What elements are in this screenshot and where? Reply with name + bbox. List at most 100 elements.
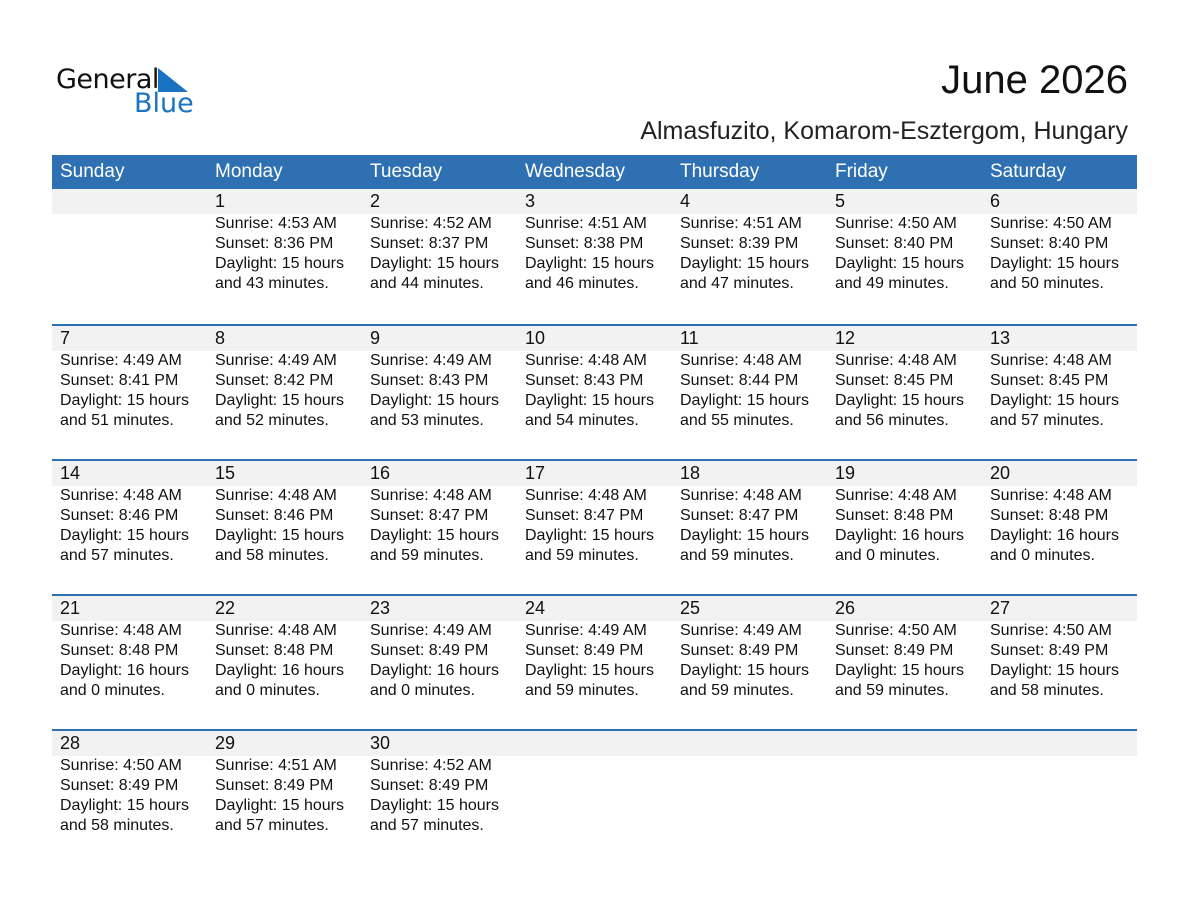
date-strip bbox=[52, 596, 1137, 621]
daylight-text: Daylight: 15 hours bbox=[60, 797, 189, 814]
day-cell: 13 Sunrise: 4:48 AM Sunset: 8:45 PM Dayligh… bbox=[982, 326, 1137, 431]
weekday-friday: Friday bbox=[835, 161, 888, 182]
daylight-text: Daylight: 15 hours bbox=[835, 662, 964, 679]
day-cell: 12 Sunrise: 4:48 AM Sunset: 8:45 PM Dayligh… bbox=[827, 326, 982, 431]
sunset-text: Sunset: 8:49 PM bbox=[60, 777, 179, 794]
minutes-text: and 59 minutes. bbox=[525, 682, 639, 699]
minutes-text: and 0 minutes. bbox=[990, 547, 1095, 564]
day-number: 16 bbox=[370, 463, 391, 483]
minutes-text: and 56 minutes. bbox=[835, 412, 949, 429]
sunrise-text: Sunrise: 4:49 AM bbox=[525, 622, 647, 639]
minutes-text: and 50 minutes. bbox=[990, 275, 1104, 292]
sunset-text: Sunset: 8:48 PM bbox=[215, 642, 334, 659]
minutes-text: and 59 minutes. bbox=[370, 547, 484, 564]
daylight-text: Daylight: 16 hours bbox=[370, 662, 499, 679]
minutes-text: and 57 minutes. bbox=[215, 817, 329, 834]
sunrise-text: Sunrise: 4:51 AM bbox=[525, 215, 647, 232]
day-number: 8 bbox=[215, 328, 226, 348]
sunset-text: Sunset: 8:45 PM bbox=[990, 372, 1109, 389]
weekday-tuesday: Tuesday bbox=[370, 161, 443, 182]
weekday-wednesday: Wednesday bbox=[525, 161, 625, 182]
minutes-text: and 51 minutes. bbox=[60, 412, 174, 429]
day-number: 21 bbox=[60, 598, 81, 618]
weekday-thursday: Thursday bbox=[680, 161, 760, 182]
day-cell: 16 Sunrise: 4:48 AM Sunset: 8:47 PM Dayligh… bbox=[362, 461, 517, 566]
daylight-text: Daylight: 15 hours bbox=[215, 527, 344, 544]
date-strip bbox=[52, 326, 1137, 351]
location-subtitle: Almasfuzito, Komarom-Esztergom, Hungary bbox=[640, 117, 1128, 145]
daylight-text: Daylight: 15 hours bbox=[835, 392, 964, 409]
daylight-text: Daylight: 15 hours bbox=[990, 255, 1119, 272]
day-cell: 17 Sunrise: 4:48 AM Sunset: 8:47 PM Dayligh… bbox=[517, 461, 672, 566]
minutes-text: and 55 minutes. bbox=[680, 412, 794, 429]
day-number: 4 bbox=[680, 191, 691, 211]
day-cell: 27 Sunrise: 4:50 AM Sunset: 8:49 PM Dayligh… bbox=[982, 596, 1137, 701]
day-number: 29 bbox=[215, 733, 236, 753]
sunrise-text: Sunrise: 4:48 AM bbox=[525, 487, 647, 504]
daylight-text: Daylight: 16 hours bbox=[215, 662, 344, 679]
day-number: 24 bbox=[525, 598, 546, 618]
day-number: 15 bbox=[215, 463, 236, 483]
day-number: 30 bbox=[370, 733, 391, 753]
sunset-text: Sunset: 8:37 PM bbox=[370, 235, 489, 252]
daylight-text: Daylight: 15 hours bbox=[370, 797, 499, 814]
day-number: 28 bbox=[60, 733, 81, 753]
sunset-text: Sunset: 8:49 PM bbox=[680, 642, 799, 659]
day-number bbox=[60, 189, 207, 214]
sunset-text: Sunset: 8:46 PM bbox=[215, 507, 334, 524]
week-row: 28 Sunrise: 4:50 AM Sunset: 8:49 PM Dayligh… bbox=[52, 729, 1137, 864]
daylight-text: Daylight: 15 hours bbox=[680, 255, 809, 272]
sunrise-text: Sunrise: 4:48 AM bbox=[215, 487, 337, 504]
empty-cell bbox=[517, 731, 672, 836]
sunset-text: Sunset: 8:43 PM bbox=[525, 372, 644, 389]
sunset-text: Sunset: 8:48 PM bbox=[60, 642, 179, 659]
minutes-text: and 44 minutes. bbox=[370, 275, 484, 292]
minutes-text: and 58 minutes. bbox=[215, 547, 329, 564]
daylight-text: Daylight: 15 hours bbox=[370, 527, 499, 544]
empty-cell bbox=[52, 189, 207, 294]
day-cell: 23 Sunrise: 4:49 AM Sunset: 8:49 PM Dayligh… bbox=[362, 596, 517, 701]
sunrise-text: Sunrise: 4:50 AM bbox=[60, 757, 182, 774]
day-number: 23 bbox=[370, 598, 391, 618]
sunrise-text: Sunrise: 4:52 AM bbox=[370, 215, 492, 232]
daylight-text: Daylight: 15 hours bbox=[215, 797, 344, 814]
day-number bbox=[525, 731, 672, 756]
sunset-text: Sunset: 8:38 PM bbox=[525, 235, 644, 252]
day-number: 9 bbox=[370, 328, 381, 348]
daylight-text: Daylight: 15 hours bbox=[525, 662, 654, 679]
date-strip bbox=[52, 461, 1137, 486]
logo-text-general: General bbox=[56, 64, 159, 95]
sunset-text: Sunset: 8:48 PM bbox=[835, 507, 954, 524]
daylight-text: Daylight: 15 hours bbox=[990, 392, 1119, 409]
daylight-text: Daylight: 15 hours bbox=[680, 662, 809, 679]
sunrise-text: Sunrise: 4:48 AM bbox=[60, 487, 182, 504]
weekday-header: Sunday Monday Tuesday Wednesday Thursday Frid… bbox=[52, 155, 1137, 189]
day-number: 17 bbox=[525, 463, 546, 483]
day-cell: 2 Sunrise: 4:52 AM Sunset: 8:37 PM Daylight… bbox=[362, 189, 517, 294]
week-row: 21 Sunrise: 4:48 AM Sunset: 8:48 PM Dayligh… bbox=[52, 594, 1137, 729]
day-number: 12 bbox=[835, 328, 856, 348]
sunrise-text: Sunrise: 4:51 AM bbox=[680, 215, 802, 232]
day-cell: 22 Sunrise: 4:48 AM Sunset: 8:48 PM Dayligh… bbox=[207, 596, 362, 701]
day-cell: 3 Sunrise: 4:51 AM Sunset: 8:38 PM Daylight… bbox=[517, 189, 672, 294]
sunset-text: Sunset: 8:47 PM bbox=[370, 507, 489, 524]
day-number: 11 bbox=[680, 328, 699, 348]
sunrise-text: Sunrise: 4:50 AM bbox=[835, 622, 957, 639]
day-cell: 30 Sunrise: 4:52 AM Sunset: 8:49 PM Dayligh… bbox=[362, 731, 517, 836]
day-number: 1 bbox=[215, 191, 226, 211]
sunrise-text: Sunrise: 4:49 AM bbox=[680, 622, 802, 639]
day-number bbox=[680, 731, 827, 756]
sunset-text: Sunset: 8:48 PM bbox=[990, 507, 1109, 524]
day-number: 13 bbox=[990, 328, 1011, 348]
minutes-text: and 52 minutes. bbox=[215, 412, 329, 429]
sunset-text: Sunset: 8:49 PM bbox=[370, 642, 489, 659]
sunset-text: Sunset: 8:41 PM bbox=[60, 372, 179, 389]
day-cell: 8 Sunrise: 4:49 AM Sunset: 8:42 PM Daylight… bbox=[207, 326, 362, 431]
sunset-text: Sunset: 8:49 PM bbox=[525, 642, 644, 659]
minutes-text: and 57 minutes. bbox=[370, 817, 484, 834]
daylight-text: Daylight: 15 hours bbox=[525, 527, 654, 544]
day-cell: 19 Sunrise: 4:48 AM Sunset: 8:48 PM Dayligh… bbox=[827, 461, 982, 566]
day-number: 6 bbox=[990, 191, 1001, 211]
daylight-text: Daylight: 15 hours bbox=[680, 527, 809, 544]
sunrise-text: Sunrise: 4:50 AM bbox=[990, 215, 1112, 232]
